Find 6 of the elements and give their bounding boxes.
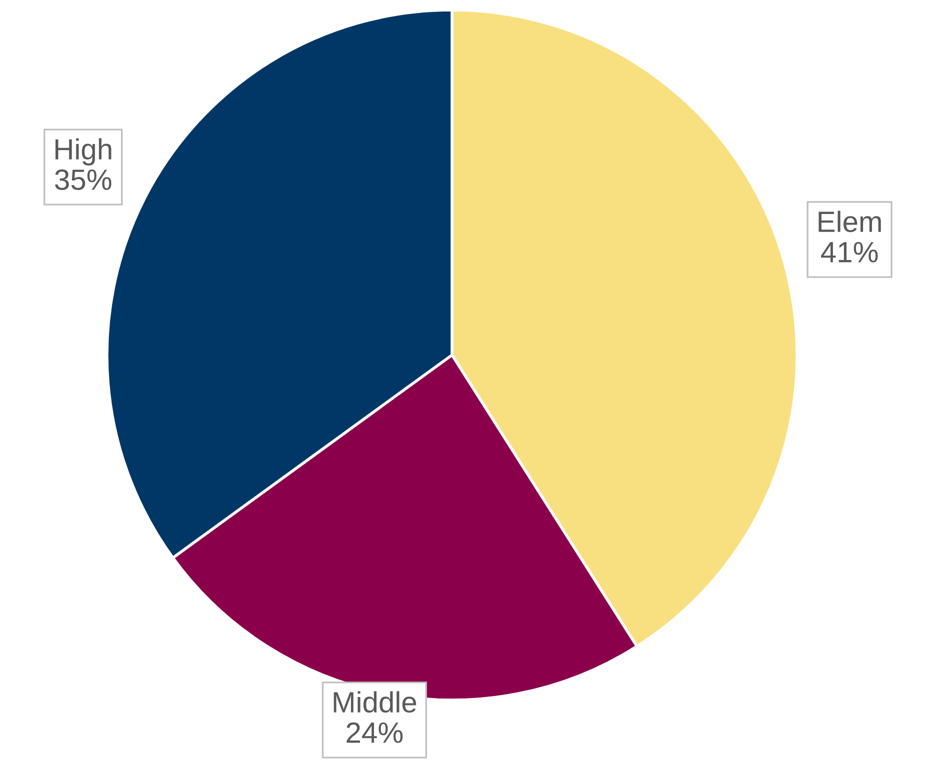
slice-label: Middle [334,691,416,713]
data-label: 24% [346,722,403,743]
slice-label: High [56,138,112,166]
data-label: 41% [821,242,878,262]
data-label: 35% [55,169,112,190]
slice-label: Elem [818,210,881,232]
